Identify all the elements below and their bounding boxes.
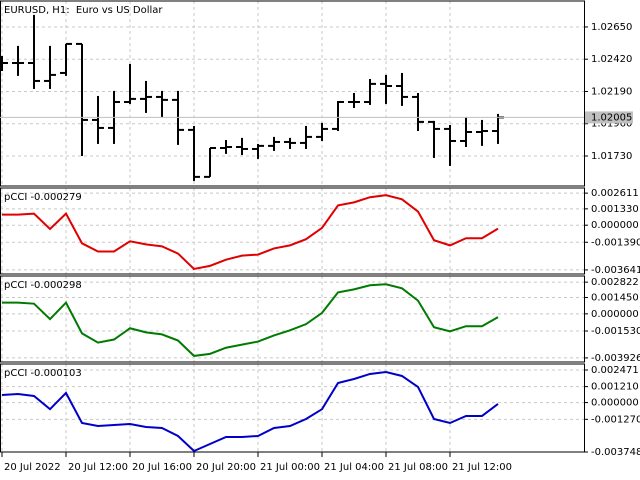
y-tick-label: 1.01960 bbox=[591, 119, 632, 130]
current-price-box bbox=[585, 111, 633, 124]
y-tick-label: 0.002822 bbox=[591, 277, 639, 288]
indicator-line bbox=[2, 194, 499, 271]
current-price-label: 1.02005 bbox=[591, 112, 632, 123]
x-tick-label: 21 Jul 00:00 bbox=[260, 462, 320, 473]
y-tick-label: 0.000000 bbox=[591, 398, 639, 409]
y-tick-label: -0.003748 bbox=[591, 447, 640, 458]
panel-border bbox=[0, 0, 585, 187]
y-tick-label: 0.000000 bbox=[591, 309, 639, 320]
x-tick-label: 20 Jul 20:00 bbox=[196, 462, 256, 473]
y-tick-label: 0.001210 bbox=[591, 382, 639, 393]
panel-border bbox=[0, 275, 585, 363]
y-tick-label: -0.003641 bbox=[591, 265, 640, 276]
x-tick-label: 21 Jul 08:00 bbox=[388, 462, 448, 473]
x-tick-label: 20 Jul 12:00 bbox=[68, 462, 128, 473]
panel-border bbox=[0, 187, 585, 275]
y-tick-label: -0.001530 bbox=[591, 326, 640, 337]
y-tick-label: 1.02650 bbox=[591, 22, 632, 33]
y-tick-label: -0.001270 bbox=[591, 414, 640, 425]
y-tick-label: 1.01730 bbox=[591, 151, 632, 162]
indicator-label: pCCI -0.000298 bbox=[4, 280, 82, 291]
x-tick-label: 20 Jul 16:00 bbox=[132, 462, 192, 473]
x-tick-label: 21 Jul 12:00 bbox=[452, 462, 512, 473]
chart-title: EURUSD, H1: Euro vs US Dollar bbox=[4, 5, 163, 16]
y-tick-label: 0.000000 bbox=[591, 220, 639, 231]
y-tick-label: 0.001330 bbox=[591, 204, 639, 215]
indicator-label: pCCI -0.000103 bbox=[4, 368, 82, 379]
y-tick-label: 1.02420 bbox=[591, 54, 632, 65]
panel-border bbox=[0, 363, 585, 453]
x-tick-label: 20 Jul 2022 bbox=[4, 462, 61, 473]
x-tick-label: 21 Jul 04:00 bbox=[324, 462, 384, 473]
y-tick-label: -0.003926 bbox=[591, 353, 640, 364]
y-tick-label: 1.02190 bbox=[591, 86, 632, 97]
y-tick-label: -0.001390 bbox=[591, 237, 640, 248]
y-tick-label: 0.002611 bbox=[591, 188, 639, 199]
indicator-line bbox=[2, 283, 499, 357]
y-tick-label: 0.002471 bbox=[591, 365, 639, 376]
indicator-line bbox=[1, 370, 499, 453]
y-tick-label: 0.001450 bbox=[591, 293, 639, 304]
indicator-label: pCCI -0.000279 bbox=[4, 192, 82, 203]
